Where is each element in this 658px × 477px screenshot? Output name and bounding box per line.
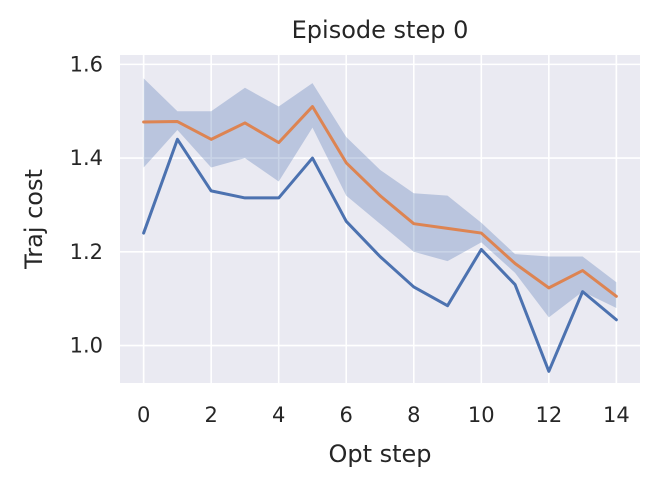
x-tick-label: 10: [468, 403, 495, 427]
x-tick-label: 6: [340, 403, 353, 427]
x-tick-label: 8: [407, 403, 420, 427]
x-tick-label: 14: [603, 403, 630, 427]
y-tick-label: 1.6: [70, 52, 103, 76]
x-tick-labels: 0 2 4 6 8 10 12 14: [137, 403, 630, 427]
x-tick-label: 4: [272, 403, 285, 427]
x-tick-label: 12: [535, 403, 562, 427]
y-tick-label: 1.2: [70, 240, 103, 264]
y-axis-label: Traj cost: [20, 169, 48, 270]
x-tick-label: 2: [204, 403, 217, 427]
x-tick-label: 0: [137, 403, 150, 427]
y-tick-label: 1.0: [70, 334, 103, 358]
x-axis-label: Opt step: [328, 440, 431, 468]
chart-title: Episode step 0: [292, 16, 469, 44]
y-tick-labels: 1.0 1.2 1.4 1.6: [70, 52, 103, 357]
y-tick-label: 1.4: [70, 146, 103, 170]
